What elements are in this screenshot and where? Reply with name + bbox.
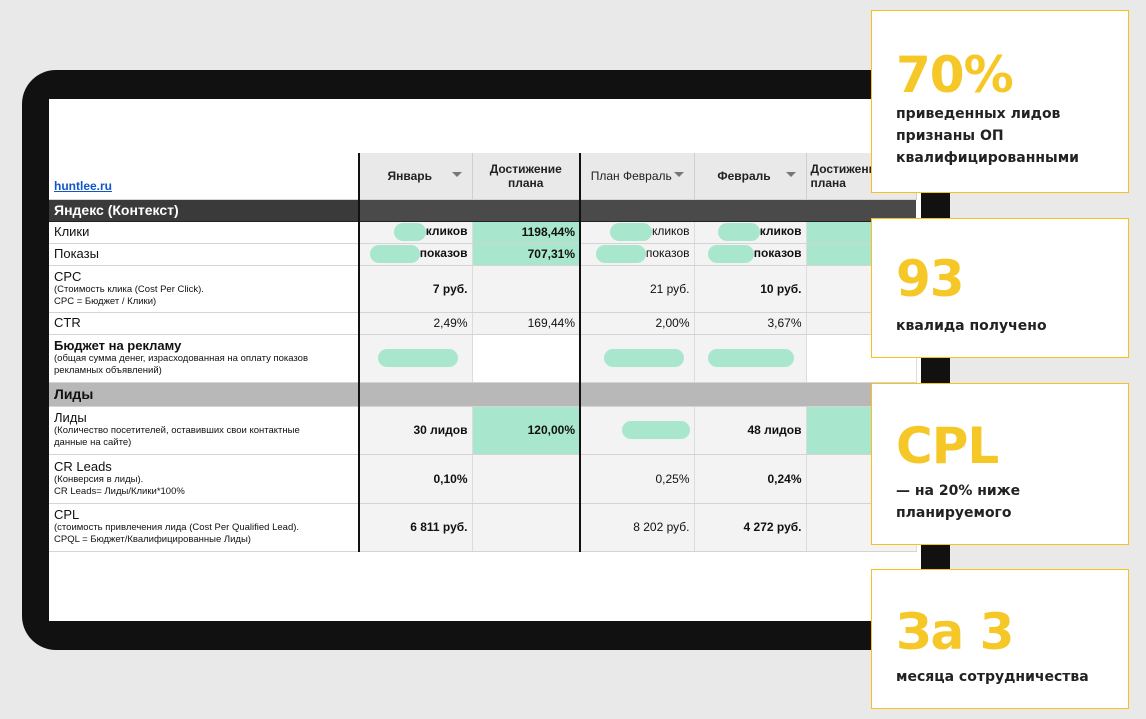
table-row-clicks: Клики кликов 1198,44% кликов кликов 2 xyxy=(49,221,917,244)
col-february[interactable]: Февраль xyxy=(694,153,807,200)
table-row-cpc: CPC (Стоимость клика (Cost Per Click). CPC… xyxy=(49,265,917,313)
redacted-blob xyxy=(377,349,458,367)
redacted-blob xyxy=(707,349,794,367)
filter-dropdown-icon[interactable] xyxy=(673,172,684,177)
section-yandex: Яндекс (Контекст) xyxy=(49,199,916,222)
table-row-shows: Показы показов 707,31% показов показов 1 xyxy=(49,243,917,266)
redacted-blob xyxy=(621,421,690,439)
site-link[interactable]: huntlee.ru xyxy=(54,178,113,193)
table-row-cr-leads: CR Leads (Конверсия в лиды). CR Leads= Лид… xyxy=(49,454,917,504)
table-row-ctr: CTR 2,49% 169,44% 2,00% 3,67% xyxy=(49,312,917,335)
filter-dropdown-icon[interactable] xyxy=(451,172,462,177)
report-table: huntlee.ru Январь Достижение плана План … xyxy=(49,153,917,552)
redacted-blob xyxy=(595,245,646,263)
redacted-blob xyxy=(609,223,652,241)
table-row-budget: Бюджет на рекламу (общая сумма денег, изр… xyxy=(49,334,917,383)
stat-card-cpl: CPL — на 20% ниже планируемого xyxy=(871,383,1129,545)
stat-card-duration: За 3 месяца сотрудничества xyxy=(871,569,1129,709)
table-row-leads: Лиды (Количество посетителей, оставивших … xyxy=(49,406,917,455)
redacted-blob xyxy=(369,245,420,263)
redacted-blob xyxy=(717,223,760,241)
site-cell: huntlee.ru xyxy=(49,153,360,200)
redacted-blob xyxy=(393,223,426,241)
filter-dropdown-icon[interactable] xyxy=(785,172,796,177)
stat-card-qualified-leads: 93 квaлида получено xyxy=(871,218,1129,358)
spreadsheet-screen: huntlee.ru Январь Достижение плана План … xyxy=(49,99,921,621)
col-plan-february[interactable]: План Февраль xyxy=(579,153,695,200)
redacted-blob xyxy=(603,349,684,367)
section-leads: Лиды xyxy=(49,382,916,407)
header-row: huntlee.ru Январь Достижение плана План … xyxy=(49,153,917,200)
col-plan-achievement-1: Достижение плана xyxy=(472,153,581,200)
table-row-cpl: CPL (стоимость привлечения лида (Cost Per… xyxy=(49,503,917,552)
redacted-blob xyxy=(707,245,754,263)
col-january[interactable]: Январь xyxy=(359,153,473,200)
stat-card-qualified: 70% приведенных лидов признаны ОП квалиф… xyxy=(871,10,1129,193)
